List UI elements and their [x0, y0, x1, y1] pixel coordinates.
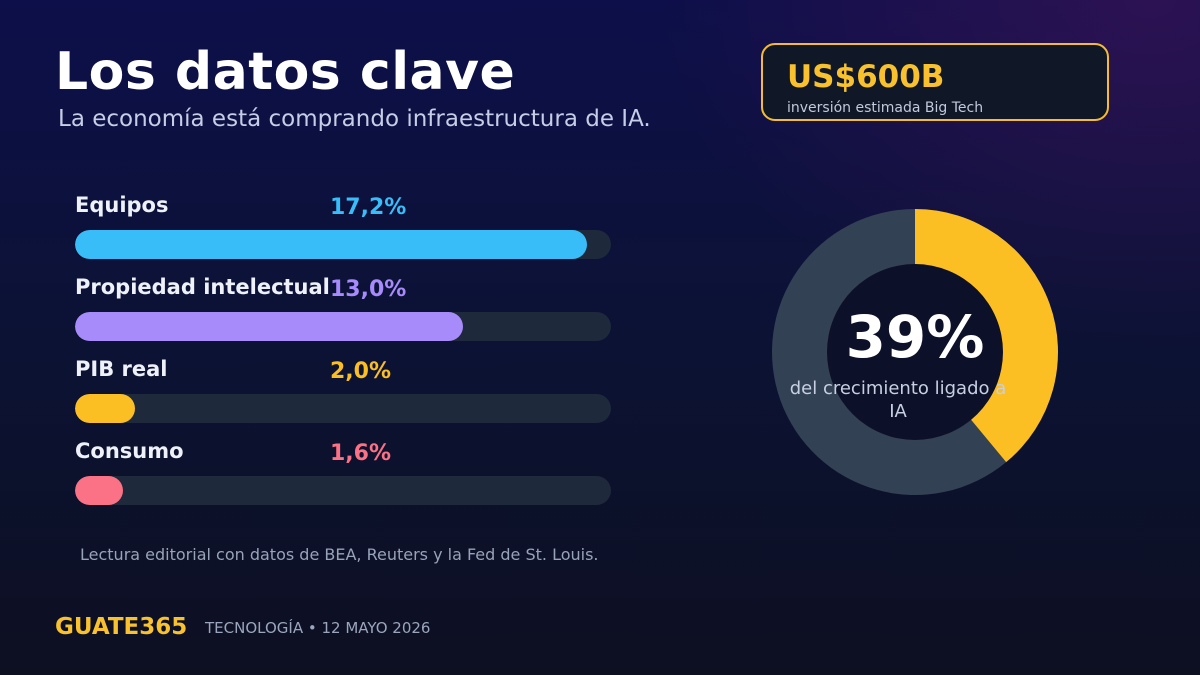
bar-track-pib-real	[75, 394, 611, 423]
bar-value-consumo: 1,6%	[330, 441, 392, 466]
donut-hole	[827, 264, 1003, 440]
bar-track-propiedad-intelectual	[75, 312, 611, 341]
investment-stat-card: US$600B inversión estimada Big Tech	[761, 43, 1109, 121]
bar-value-propiedad-intelectual: 13,0%	[330, 277, 407, 302]
brand-logo-text: GUATE365	[55, 614, 188, 640]
bar-label-equipos: Equipos	[75, 193, 169, 217]
page-title: Los datos clave	[55, 42, 516, 102]
bar-label-consumo: Consumo	[75, 439, 184, 463]
donut-center-caption: del crecimiento ligado a IA	[789, 378, 1007, 422]
donut-center-value: 39%	[845, 303, 985, 371]
donut-slice-rest	[771, 209, 1007, 496]
bar-value-equipos: 17,2%	[330, 195, 407, 220]
bar-track-consumo	[75, 476, 611, 505]
bar-consumo	[75, 476, 124, 505]
investment-stat-value: US$600B	[787, 59, 945, 95]
bar-equipos	[75, 230, 587, 259]
source-note: Lectura editorial con datos de BEA, Reut…	[80, 545, 599, 564]
section-and-date: TECNOLOGÍA • 12 MAYO 2026	[205, 619, 431, 637]
bar-track-equipos	[75, 230, 611, 259]
bar-label-pib-real: PIB real	[75, 357, 168, 381]
bar-propiedad-intelectual	[75, 312, 463, 341]
investment-stat-caption: inversión estimada Big Tech	[787, 100, 984, 116]
bar-label-propiedad-intelectual: Propiedad intelectual	[75, 275, 330, 299]
bar-pib-real	[75, 394, 136, 423]
bar-value-pib-real: 2,0%	[330, 359, 392, 384]
page-subtitle: La economía está comprando infraestructu…	[58, 106, 651, 132]
